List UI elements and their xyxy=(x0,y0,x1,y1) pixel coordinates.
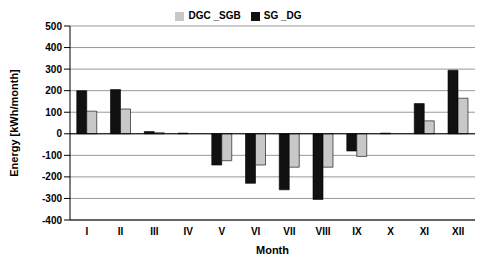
svg-text:Month: Month xyxy=(256,244,289,256)
svg-text:-100: -100 xyxy=(42,150,62,161)
svg-text:0: 0 xyxy=(56,128,62,139)
html-text:DGC _SGB: DGC _SGB xyxy=(188,10,241,21)
svg-text:Energy [kWh/month]: Energy [kWh/month] xyxy=(8,69,20,177)
svg-text:XI: XI xyxy=(420,226,430,237)
svg-text:-200: -200 xyxy=(42,171,62,182)
svg-text:V: V xyxy=(219,226,226,237)
svg-text:VIII: VIII xyxy=(316,226,331,237)
svg-text:500: 500 xyxy=(45,21,62,32)
svg-text:VI: VI xyxy=(251,226,261,237)
html-text:SG _DG: SG _DG xyxy=(263,10,302,21)
svg-text:IX: IX xyxy=(352,226,362,237)
svg-text:IV: IV xyxy=(183,226,193,237)
svg-text:-300: -300 xyxy=(42,193,62,204)
svg-text:I: I xyxy=(85,226,88,237)
svg-text:200: 200 xyxy=(45,85,62,96)
svg-text:300: 300 xyxy=(45,64,62,75)
svg-text:-400: -400 xyxy=(42,215,62,226)
svg-text:III: III xyxy=(150,226,159,237)
svg-text:VII: VII xyxy=(283,226,295,237)
svg-text:X: X xyxy=(387,226,394,237)
svg-text:XII: XII xyxy=(452,226,464,237)
svg-text:400: 400 xyxy=(45,42,62,53)
svg-text:100: 100 xyxy=(45,107,62,118)
svg-text:II: II xyxy=(118,226,124,237)
